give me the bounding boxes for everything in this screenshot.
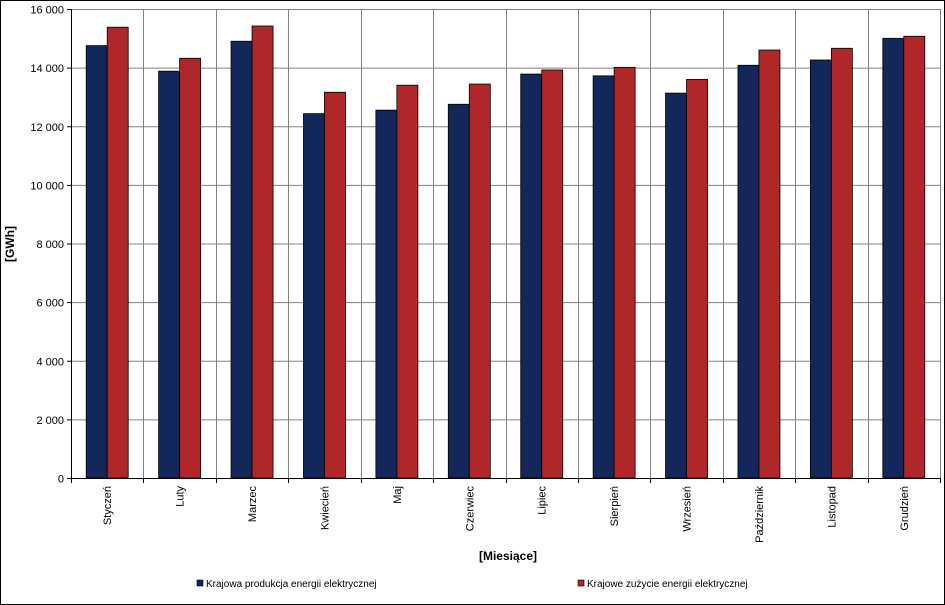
- legend: Krajowa produkcja energii elektrycznej K…: [196, 579, 748, 590]
- bar-consumption: [324, 91, 346, 479]
- bar-production: [85, 45, 108, 479]
- x-axis-title: [Miesiące]: [479, 549, 537, 563]
- bar-production: [375, 109, 398, 479]
- y-tick-label: 16 000: [30, 5, 64, 17]
- bar-production: [158, 70, 181, 479]
- x-tick-label: Październik: [754, 486, 766, 543]
- y-tick-label: 12 000: [30, 122, 64, 134]
- axes: [67, 9, 941, 483]
- bar-consumption: [396, 84, 419, 479]
- bars: [85, 25, 926, 479]
- bar-production: [447, 103, 470, 479]
- x-tick-label: Listopad: [826, 486, 838, 528]
- x-tick-label: Wrzesień: [682, 486, 694, 532]
- x-tick-label: Czerwiec: [464, 486, 476, 532]
- bar-consumption: [686, 78, 708, 479]
- bar-consumption: [106, 26, 129, 479]
- x-tick-label: Styczeń: [102, 486, 114, 525]
- bar-production: [665, 92, 687, 479]
- bar-production: [882, 37, 905, 479]
- x-tick-label: Marzec: [247, 486, 259, 523]
- legend-label-consumption: Krajowe zużycie energii elektrycznej: [587, 579, 748, 590]
- bar-consumption: [541, 69, 564, 479]
- bar-consumption: [613, 66, 636, 479]
- bar-consumption: [758, 49, 781, 479]
- bar-production: [809, 59, 832, 479]
- y-tick-label: 0: [58, 474, 64, 486]
- bar-production: [737, 64, 760, 479]
- y-tick-labels: 0 2 000 4 000 6 000 8 000 10 000 12 000 14 000 1…: [30, 5, 64, 486]
- bar-consumption: [179, 57, 202, 479]
- x-tick-label: Luty: [175, 486, 187, 507]
- y-tick-label: 14 000: [30, 63, 64, 75]
- x-tick-label: Kwiecień: [319, 486, 331, 530]
- x-tick-label: Grudzień: [899, 486, 911, 531]
- bar-consumption: [830, 47, 853, 479]
- bar-consumption: [903, 35, 926, 479]
- y-tick-label: 10 000: [30, 180, 64, 192]
- bar-production: [230, 40, 253, 479]
- y-tick-label: 4 000: [36, 356, 64, 368]
- legend-label-production: Krajowa produkcja energii elektrycznej: [206, 579, 377, 590]
- bar-production: [520, 73, 543, 479]
- y-tick-label: 8 000: [36, 239, 64, 251]
- y-axis-title: [GWh]: [3, 226, 17, 262]
- x-tick-label: Sierpień: [609, 486, 621, 526]
- bar-consumption: [468, 83, 491, 479]
- bar-consumption: [251, 25, 274, 479]
- bar-production: [592, 75, 615, 479]
- y-tick-label: 6 000: [36, 298, 64, 310]
- x-tick-label: Maj: [392, 486, 404, 504]
- x-tick-label: Lipiec: [537, 486, 549, 515]
- y-tick-label: 2 000: [36, 415, 64, 427]
- legend-swatch-production: [196, 579, 204, 587]
- x-tick-labels: Styczeń Luty Marzec Kwiecień Maj Czerwiec Lipi…: [102, 486, 911, 543]
- legend-swatch-consumption: [577, 579, 585, 587]
- bar-production: [303, 113, 325, 479]
